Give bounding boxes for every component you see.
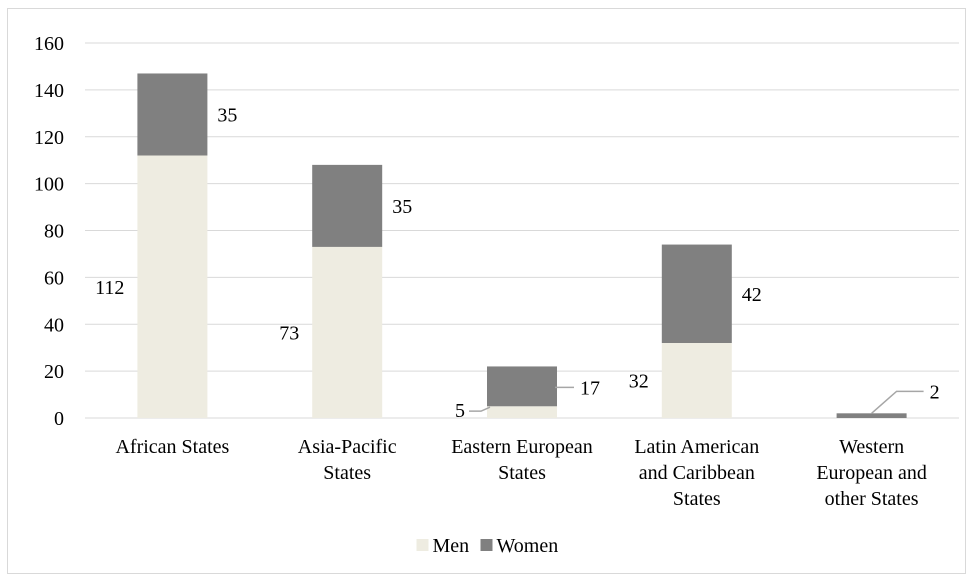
- bar-men-2: [487, 406, 557, 418]
- data-label-women-1: 35: [392, 196, 412, 218]
- bar-women-2: [487, 366, 557, 407]
- data-label-women-4: 2: [930, 381, 940, 403]
- leader-line-men-2: [469, 406, 491, 412]
- chart-frame: 0 20 40 60 80 100 120 140 160 112 35 73 35 5 17 32 42 2 …: [7, 8, 966, 574]
- category-label-1: Asia-Pacific States: [298, 436, 397, 484]
- legend-swatch-men: [416, 539, 429, 551]
- category-label-line: States: [323, 462, 371, 484]
- legend-label-women: Women: [497, 535, 559, 557]
- data-label-women-2: 17: [580, 377, 600, 399]
- category-label-line: and Caribbean: [639, 462, 755, 484]
- data-label-women-3: 42: [742, 284, 762, 306]
- category-label-line: States: [673, 488, 721, 510]
- category-label-line: Asia-Pacific: [298, 436, 397, 458]
- legend-label-men: Men: [433, 535, 470, 557]
- category-label-line: Western: [839, 436, 904, 458]
- x-axis: African States Asia-Pacific StatesEastern …: [115, 436, 926, 510]
- y-tick-label-120: 120: [34, 127, 64, 149]
- leader-line-women-4: [871, 390, 924, 414]
- y-axis: 0 20 40 60 80 100 120 140 160: [34, 33, 64, 430]
- category-label-line: African States: [115, 436, 229, 458]
- bars: [137, 73, 907, 418]
- bar-men-0: [137, 155, 208, 418]
- bar-women-0: [137, 73, 208, 156]
- bar-men-3: [661, 343, 732, 418]
- y-tick-label-0: 0: [54, 408, 64, 430]
- bar-women-3: [661, 244, 732, 343]
- bar-women-4: [836, 413, 907, 418]
- legend: Men Women: [416, 535, 559, 557]
- bar-women-1: [312, 164, 383, 247]
- data-label-men-2: 5: [455, 400, 465, 422]
- data-label-men-3: 32: [629, 371, 649, 393]
- category-label-line: European and: [816, 462, 927, 484]
- data-label-men-1: 73: [279, 322, 299, 344]
- category-label-0: African States: [115, 436, 229, 458]
- category-label-line: Latin American: [634, 436, 759, 458]
- data-label-men-0: 112: [95, 277, 124, 299]
- category-label-line: States: [498, 462, 546, 484]
- data-labels: 112 35 73 35 5 17 32 42 2: [95, 104, 939, 422]
- category-label-line: Eastern European: [451, 436, 593, 458]
- y-tick-label-60: 60: [44, 267, 64, 289]
- y-tick-label-100: 100: [34, 174, 64, 196]
- data-label-women-0: 35: [217, 104, 237, 126]
- y-tick-label-160: 160: [34, 33, 64, 55]
- y-tick-label-80: 80: [44, 221, 64, 243]
- category-label-4: Western European and other States: [816, 436, 927, 510]
- y-tick-label-140: 140: [34, 80, 64, 102]
- category-label-line: other States: [825, 488, 919, 510]
- legend-swatch-women: [480, 539, 493, 551]
- y-tick-label-20: 20: [44, 361, 64, 383]
- y-tick-label-40: 40: [44, 314, 64, 336]
- category-label-2: Eastern European States: [451, 436, 593, 484]
- gridlines: [85, 42, 959, 419]
- bar-men-1: [312, 246, 383, 418]
- category-label-3: Latin American and Caribbean States: [634, 436, 759, 510]
